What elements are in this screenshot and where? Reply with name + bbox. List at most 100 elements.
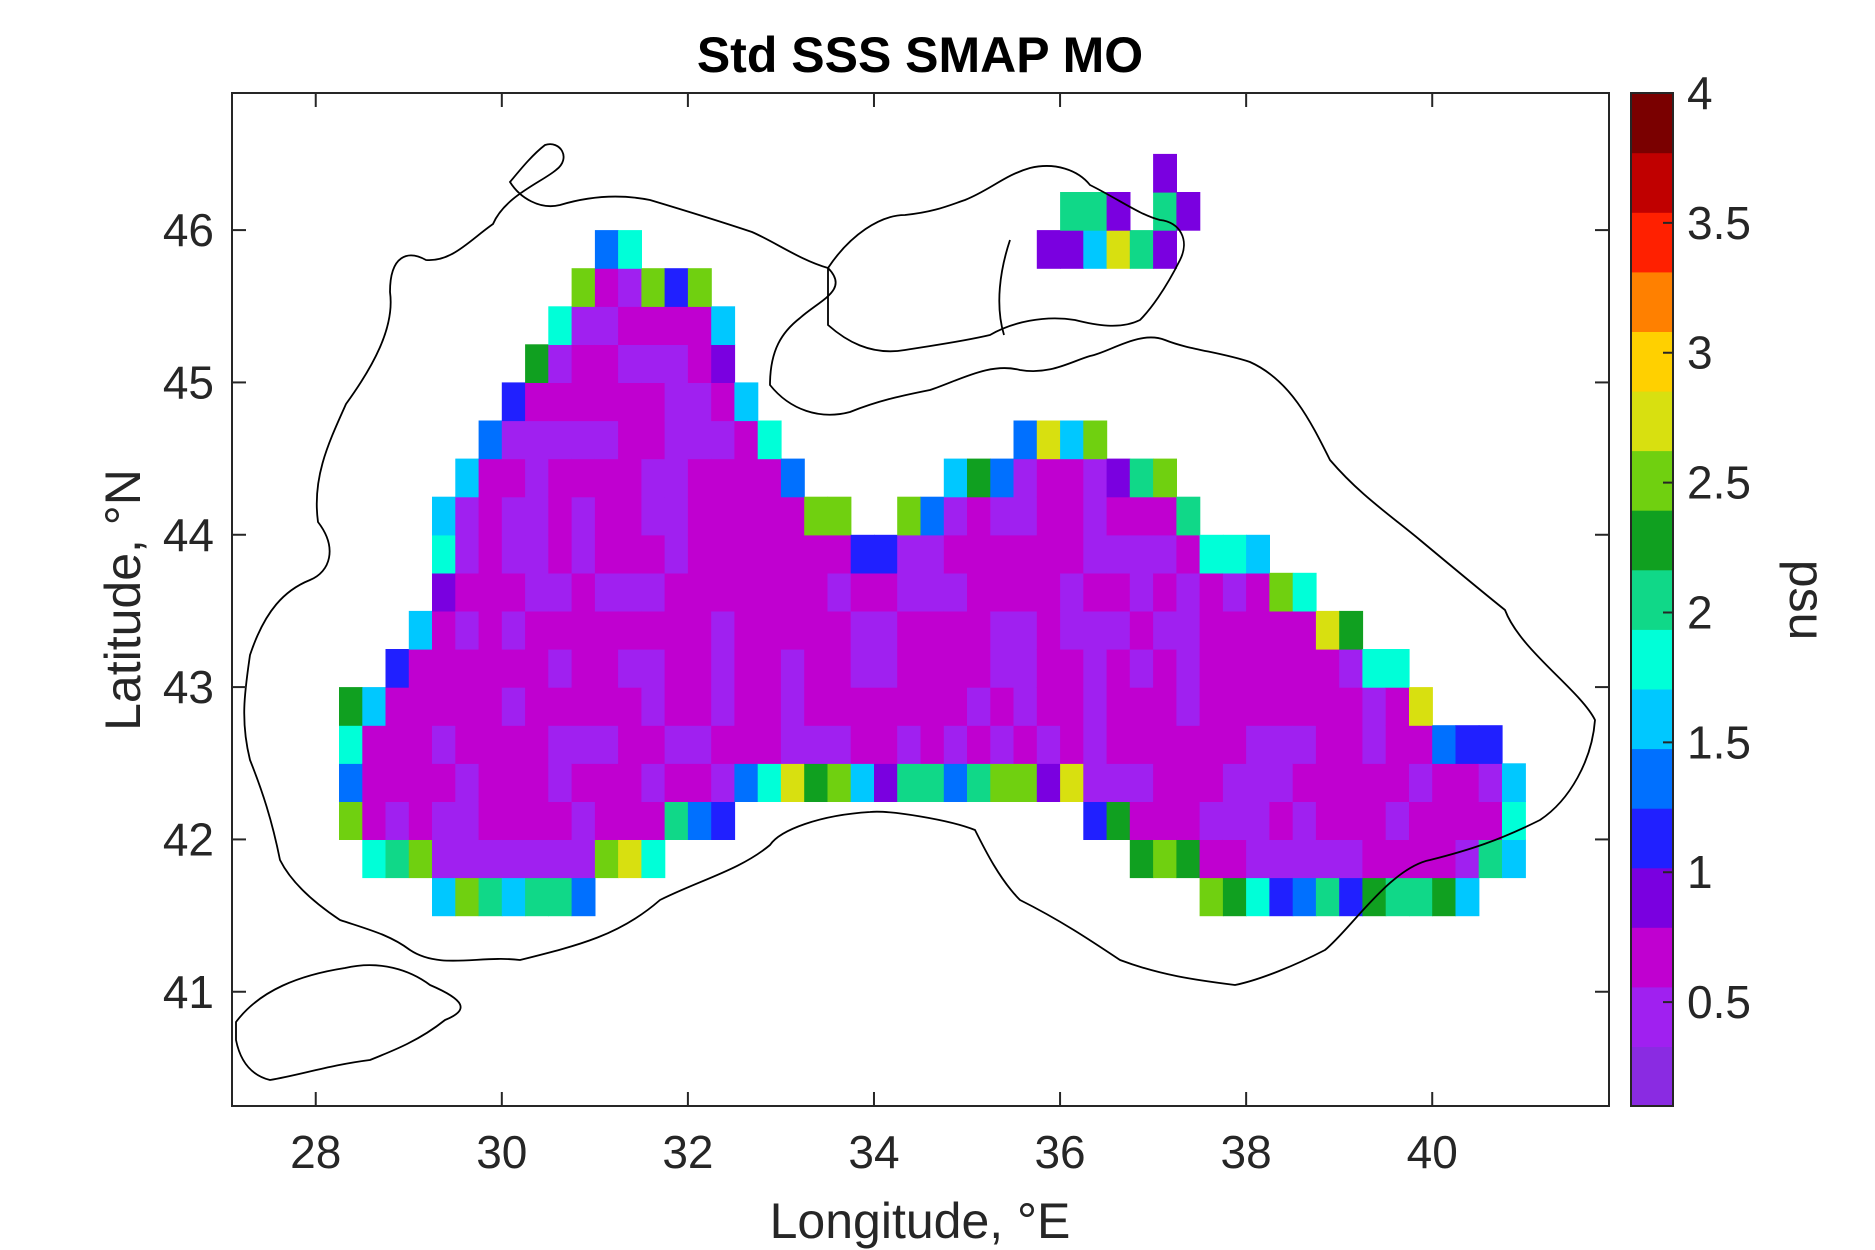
colorbar-tick-label: 0.5 (1687, 976, 1751, 1028)
heatmap-cell (874, 572, 898, 612)
heatmap-cell (618, 382, 642, 422)
heatmap-cell (1455, 801, 1480, 840)
heatmap-cell (1153, 763, 1177, 802)
heatmap-cell (1199, 763, 1224, 802)
heatmap-cell (1036, 610, 1061, 650)
heatmap-cell (641, 420, 666, 460)
heatmap-cell (478, 610, 503, 650)
heatmap-cell (1385, 877, 1410, 917)
heatmap-cell (1246, 649, 1270, 688)
heatmap-cell (1246, 534, 1270, 574)
heatmap-cell (990, 687, 1015, 726)
colorbar-tick-label: 1 (1687, 846, 1713, 898)
heatmap-cell (1013, 534, 1038, 574)
heatmap-cell (687, 458, 712, 498)
heatmap-cell (711, 725, 736, 764)
heatmap-cell (711, 496, 736, 536)
heatmap-cell (478, 725, 503, 764)
heatmap-cell (1199, 801, 1224, 840)
heatmap-cell (1060, 496, 1084, 536)
heatmap-cell (1153, 458, 1177, 498)
heatmap-cell (1060, 192, 1084, 231)
heatmap-cell (1339, 839, 1364, 879)
heatmap-cell (804, 725, 829, 764)
heatmap-cell (1339, 725, 1364, 764)
heatmap-cell (1036, 230, 1061, 269)
colorbar-segment (1631, 510, 1673, 571)
heatmap-cell (757, 420, 782, 460)
heatmap-cell (920, 763, 945, 802)
heatmap-cell (1409, 687, 1433, 726)
heatmap-cell (641, 534, 666, 574)
heatmap-cell (501, 420, 526, 460)
heatmap-cell (478, 420, 503, 460)
heatmap-cell (618, 458, 642, 498)
heatmap-cell (850, 534, 875, 574)
heatmap-cell (385, 649, 410, 688)
heatmap-cell (618, 420, 642, 460)
heatmap-cell (432, 877, 456, 917)
heatmap-cell (1339, 763, 1364, 802)
heatmap-cell (664, 572, 689, 612)
colorbar: 0.5 1 1.5 2 2.5 3 3.5 4 (1630, 67, 1751, 1107)
heatmap-cell (897, 649, 922, 688)
chart-title: Std SSS SMAP MO (697, 27, 1143, 83)
heatmap-cell (804, 649, 829, 688)
heatmap-cell (827, 496, 852, 536)
heatmap-cell (501, 725, 526, 764)
heatmap-cell (571, 687, 596, 726)
heatmap-cell (687, 420, 712, 460)
heatmap-cell (990, 458, 1015, 498)
heatmap-cell (1315, 763, 1340, 802)
heatmap-cell (1176, 839, 1201, 879)
heatmap-cell (455, 458, 480, 498)
heatmap-cell (1176, 572, 1201, 612)
heatmap-cell (1176, 687, 1201, 726)
heatmap-cell (525, 344, 549, 383)
heatmap-cell (1269, 649, 1294, 688)
heatmap-cell (943, 534, 968, 574)
heatmap-cell (1036, 420, 1061, 460)
heatmap-cell (1129, 801, 1154, 840)
heatmap-cell (362, 801, 387, 840)
heatmap-cell (1153, 230, 1177, 269)
heatmap-cell (1153, 649, 1177, 688)
heatmap-cell (1176, 649, 1201, 688)
heatmap-cell (1013, 725, 1038, 764)
heatmap-cell (385, 763, 410, 802)
colorbar-frame (1630, 92, 1674, 1107)
heatmap-cell (1222, 572, 1247, 612)
heatmap-cell (967, 496, 991, 536)
heatmap-cell (618, 763, 642, 802)
heatmap-cell (478, 649, 503, 688)
heatmap-cell (1176, 534, 1201, 574)
y-tick-label: 41 (163, 966, 214, 1018)
heatmap-cell (967, 649, 991, 688)
heatmap-cell (1385, 687, 1410, 726)
heatmap-cell (734, 382, 759, 422)
heatmap-cell (1315, 877, 1340, 917)
heatmap-cell (1269, 801, 1294, 840)
heatmap-cell (1315, 725, 1340, 764)
heatmap-cell (501, 496, 526, 536)
heatmap-cell (594, 306, 619, 345)
heatmap-cell (548, 725, 573, 764)
heatmap-cell (455, 839, 480, 879)
y-tick-label: 45 (163, 356, 214, 408)
heatmap-cell (571, 458, 596, 498)
heatmap-cell (711, 801, 736, 840)
heatmap-cell (1478, 763, 1503, 802)
heatmap-cell (1432, 839, 1457, 879)
heatmap-cell (1036, 458, 1061, 498)
heatmap-cell (594, 610, 619, 650)
heatmap-cell (1060, 610, 1084, 650)
heatmap-cell (850, 649, 875, 688)
coastline (235, 143, 1596, 1081)
heatmap-cell (571, 877, 596, 917)
heatmap-cell (571, 839, 596, 879)
colorbar-tick-label: 2 (1687, 586, 1713, 638)
heatmap-cell (664, 687, 689, 726)
colorbar-segment (1631, 271, 1673, 332)
heatmap-cell (1385, 725, 1410, 764)
heatmap-cell (501, 572, 526, 612)
